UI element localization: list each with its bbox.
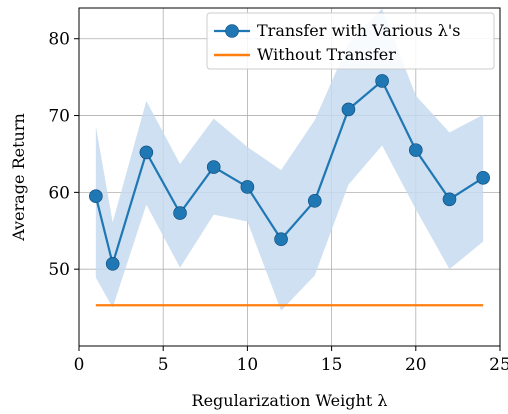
data-point [173,206,187,220]
y-tick-label: 50 [48,260,70,280]
axis-ticks: 0 5 10 15 20 25 50 60 70 80 [48,30,508,375]
data-point [307,194,322,208]
x-tick-label: 25 [489,355,508,375]
data-point [442,192,457,207]
data-point [240,180,255,194]
legend-swatch-transfer-marker [225,24,239,38]
plot-area-frame [78,7,501,347]
y-tick-label: 80 [48,30,70,50]
legend: Transfer with Various λ's Without Transf… [206,12,495,70]
legend-entry-without-transfer: Without Transfer [257,45,396,64]
x-tick-label: 5 [158,355,169,375]
data-point [341,102,356,117]
data-point [89,189,103,204]
data-point [476,170,490,185]
legend-box [206,12,495,70]
data-point [274,232,288,247]
y-axis-label: Average Return [9,113,28,242]
x-tick-label: 0 [74,355,85,375]
y-tick-label: 70 [48,107,70,127]
data-point [139,145,154,160]
x-axis-label: Regularization Weight λ [192,391,388,410]
data-point [408,143,423,157]
x-tick-label: 15 [321,355,343,375]
x-tick-label: 10 [237,355,259,375]
data-point [206,160,221,174]
data-point [375,74,389,88]
x-tick-label: 20 [405,355,427,375]
series-markers [89,74,490,271]
y-tick-label: 60 [48,183,70,203]
data-point [105,257,120,271]
legend-entry-transfer: Transfer with Various λ's [257,21,461,40]
